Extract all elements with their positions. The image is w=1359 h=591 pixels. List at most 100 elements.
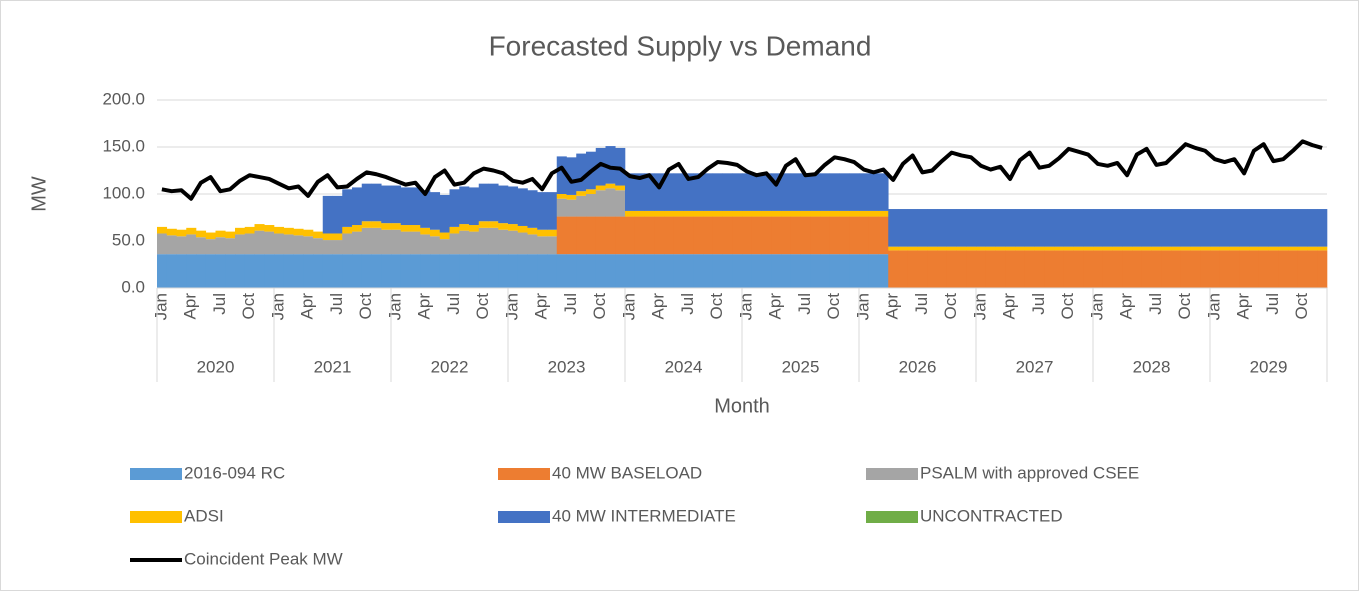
bar-segment	[196, 254, 207, 288]
bar-segment	[410, 231, 421, 255]
bar-segment	[761, 210, 772, 217]
bar-segment	[654, 210, 665, 217]
bar-segment	[566, 157, 577, 195]
bar-segment	[352, 231, 363, 255]
x-tick-label: Jan	[502, 293, 521, 320]
bar-segment	[917, 250, 928, 288]
bar-segment	[371, 183, 382, 222]
y-tick-label: 200.0	[102, 89, 145, 108]
bar-segment	[966, 209, 977, 247]
bar-segment	[1190, 246, 1201, 251]
bar-segment	[1112, 246, 1123, 251]
x-group-label: 2023	[548, 357, 586, 376]
x-group-label: 2025	[782, 357, 820, 376]
bar-segment	[1307, 250, 1318, 288]
x-tick-label: Jan	[853, 293, 872, 320]
bar-segment	[761, 173, 772, 211]
bar-segment	[1015, 250, 1026, 288]
bar-segment	[644, 254, 655, 288]
bar-segment	[1034, 246, 1045, 251]
bar-segment	[1278, 246, 1289, 251]
legend-label: PSALM with approved CSEE	[920, 463, 1139, 482]
bar-segment	[829, 173, 840, 211]
bar-segment	[556, 216, 567, 255]
bar-segment	[313, 238, 324, 255]
x-tick-label: Jul	[678, 293, 697, 315]
bar-segment	[1141, 246, 1152, 251]
bar-segment	[1297, 209, 1308, 247]
bar-segment	[410, 187, 421, 226]
bar-segment	[634, 216, 645, 255]
bar-segment	[400, 225, 411, 232]
x-tick-label: Jul	[912, 293, 931, 315]
bar-segment	[225, 231, 236, 239]
bar-segment	[264, 231, 275, 255]
bar-segment	[712, 254, 723, 288]
bar-segment	[215, 230, 226, 238]
x-tick-label: Oct	[1292, 293, 1311, 320]
bar-segment	[1180, 246, 1191, 251]
bar-segment	[391, 229, 402, 255]
bar-segment	[430, 254, 441, 288]
bar-segment	[254, 254, 265, 288]
bar-segment	[1171, 246, 1182, 251]
bar-segment	[1044, 250, 1055, 288]
bar-segment	[576, 254, 587, 288]
bar-segment	[1151, 250, 1162, 288]
bar-segment	[547, 229, 558, 237]
bar-segment	[1151, 246, 1162, 251]
bar-segment	[625, 254, 636, 288]
bar-segment	[693, 210, 704, 217]
bar-segment	[1132, 246, 1143, 251]
legend-label: 2016-094 RC	[184, 463, 285, 482]
bar-segment	[449, 254, 460, 288]
bar-segment	[712, 216, 723, 255]
bar-segment	[1054, 246, 1065, 251]
bar-segment	[586, 254, 597, 288]
bar-segment	[1171, 250, 1182, 288]
x-group-label: 2027	[1016, 357, 1054, 376]
bar-segment	[644, 216, 655, 255]
x-group-label: 2029	[1250, 357, 1288, 376]
bar-segment	[186, 254, 197, 288]
bar-segment	[342, 233, 353, 255]
bar-segment	[1015, 209, 1026, 247]
x-tick-label: Jan	[1204, 293, 1223, 320]
bar-segment	[264, 254, 275, 288]
bar-segment	[722, 216, 733, 255]
bar-segment	[956, 246, 967, 251]
bar-segment	[254, 230, 265, 255]
bar-segment	[1268, 246, 1279, 251]
bar-segment	[615, 216, 626, 255]
bar-segment	[693, 254, 704, 288]
bar-segment	[888, 246, 899, 251]
bar-segment	[488, 221, 499, 228]
bar-segment	[1005, 209, 1016, 247]
bar-segment	[400, 254, 411, 288]
bar-segment	[683, 210, 694, 217]
bar-segment	[605, 146, 616, 184]
bar-segment	[703, 216, 714, 255]
bar-segment	[605, 188, 616, 217]
bar-segment	[586, 216, 597, 255]
bar-segment	[644, 210, 655, 217]
bar-segment	[605, 216, 616, 255]
bar-segment	[742, 173, 753, 211]
bar-segment	[488, 227, 499, 255]
bar-segment	[527, 227, 538, 235]
x-tick-label: Apr	[532, 293, 551, 320]
x-group-label: 2024	[665, 357, 703, 376]
bar-segment	[352, 254, 363, 288]
bar-segment	[420, 234, 431, 255]
bar-segment	[430, 236, 441, 255]
bar-segment	[235, 234, 246, 255]
legend-swatch	[498, 468, 550, 480]
bar-segment	[625, 173, 636, 211]
x-tick-label: Jan	[151, 293, 170, 320]
bar-segment	[196, 230, 207, 238]
bar-segment	[283, 254, 294, 288]
bar-segment	[829, 254, 840, 288]
bar-segment	[810, 216, 821, 255]
bar-segment	[1005, 250, 1016, 288]
bar-segment	[430, 229, 441, 237]
